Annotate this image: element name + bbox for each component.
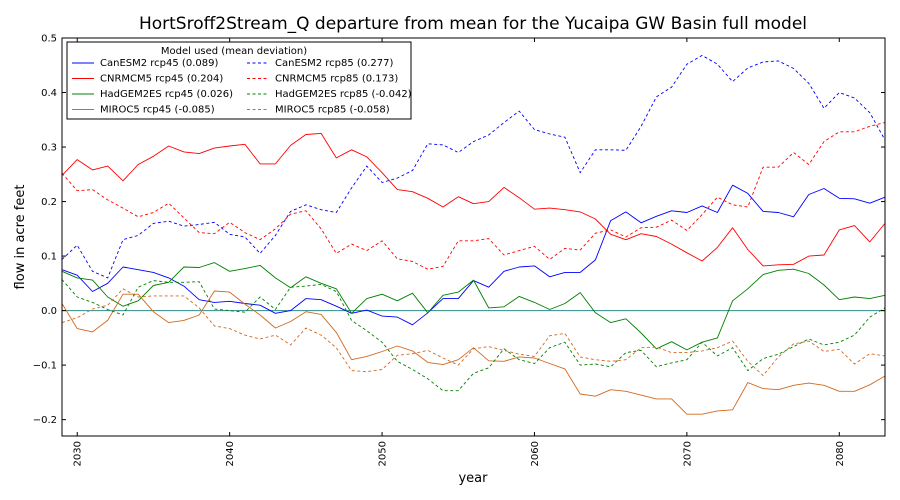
y-tick-label: 0.3 bbox=[41, 143, 57, 154]
legend-label: CNRMCM5 rcp45 (0.204) bbox=[100, 74, 223, 85]
y-axis-label: flow in acre feet bbox=[13, 185, 28, 290]
legend-label: MIROC5 rcp85 (-0.058) bbox=[275, 105, 390, 116]
x-tick-label: 2030 bbox=[73, 441, 84, 466]
x-tick-label: 2060 bbox=[530, 441, 541, 466]
legend-title: Model used (mean deviation) bbox=[161, 46, 307, 57]
series-line-1 bbox=[61, 132, 886, 267]
axes: −0.2 −0.1 0.0 0.1 0.2 0.3 0.4 0.5 2030 2040 2050 20… bbox=[33, 34, 886, 466]
series-line-2 bbox=[61, 262, 886, 351]
x-tick-label: 2070 bbox=[682, 441, 693, 466]
y-tick-label: 0.5 bbox=[41, 34, 57, 45]
legend: Model used (mean deviation)CanESM2 rcp45… bbox=[66, 41, 412, 120]
plot-frame bbox=[61, 37, 886, 437]
legend-label: CanESM2 rcp45 (0.089) bbox=[100, 58, 218, 69]
chart-title: HortSroff2Stream_Q departure from mean f… bbox=[139, 14, 807, 34]
y-tick-label: −0.2 bbox=[33, 415, 57, 426]
series-line-3 bbox=[61, 290, 886, 415]
series-line-4 bbox=[61, 54, 886, 279]
series-line-7 bbox=[61, 288, 886, 376]
y-tick-label: −0.1 bbox=[33, 361, 57, 372]
legend-label: CNRMCM5 rcp85 (0.173) bbox=[275, 74, 398, 85]
y-tick-label: 0.2 bbox=[41, 197, 57, 208]
x-tick-label: 2040 bbox=[225, 441, 236, 466]
x-tick-label: 2080 bbox=[835, 441, 846, 466]
series-line-0 bbox=[61, 184, 886, 326]
x-axis-label: year bbox=[458, 471, 488, 486]
y-tick-label: 0.0 bbox=[41, 306, 57, 317]
plot-area bbox=[61, 54, 886, 415]
legend-label: CanESM2 rcp85 (0.277) bbox=[275, 58, 393, 69]
series-line-5 bbox=[61, 122, 886, 270]
y-tick-label: 0.1 bbox=[41, 252, 57, 263]
legend-box bbox=[66, 41, 412, 120]
legend-label: HadGEM2ES rcp85 (-0.042) bbox=[275, 89, 412, 100]
legend-label: HadGEM2ES rcp45 (0.026) bbox=[100, 89, 233, 100]
y-tick-label: 0.4 bbox=[41, 88, 57, 99]
x-tick-label: 2050 bbox=[378, 441, 389, 466]
series-line-6 bbox=[61, 279, 886, 392]
legend-label: MIROC5 rcp45 (-0.085) bbox=[100, 105, 215, 116]
